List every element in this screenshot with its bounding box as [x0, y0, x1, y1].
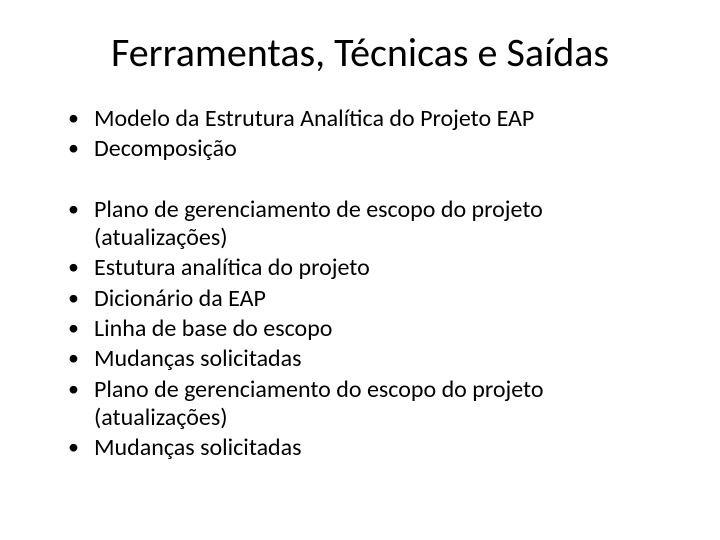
list-item: Modelo da Estrutura Analítica do Projeto…	[68, 105, 680, 133]
list-item: Mudanças solicitadas	[68, 345, 680, 373]
list-item: Estutura analítica do projeto	[68, 254, 680, 282]
list-item: Plano de gerenciamento de escopo do proj…	[68, 196, 680, 253]
list-item: Plano de gerenciamento do escopo do proj…	[68, 376, 680, 433]
slide: Ferramentas, Técnicas e Saídas Modelo da…	[0, 0, 720, 540]
list-item: Mudanças solicitadas	[68, 434, 680, 462]
list-item: Linha de base do escopo	[68, 315, 680, 343]
slide-content: Modelo da Estrutura Analítica do Projeto…	[40, 105, 680, 462]
bullet-list: Modelo da Estrutura Analítica do Projeto…	[68, 105, 680, 164]
list-item: Decomposição	[68, 135, 680, 163]
bullet-group-1: Modelo da Estrutura Analítica do Projeto…	[68, 105, 680, 164]
bullet-list: Plano de gerenciamento de escopo do proj…	[68, 196, 680, 463]
bullet-group-2: Plano de gerenciamento de escopo do proj…	[68, 196, 680, 463]
list-item: Dicionário da EAP	[68, 285, 680, 313]
slide-title: Ferramentas, Técnicas e Saídas	[40, 28, 680, 77]
